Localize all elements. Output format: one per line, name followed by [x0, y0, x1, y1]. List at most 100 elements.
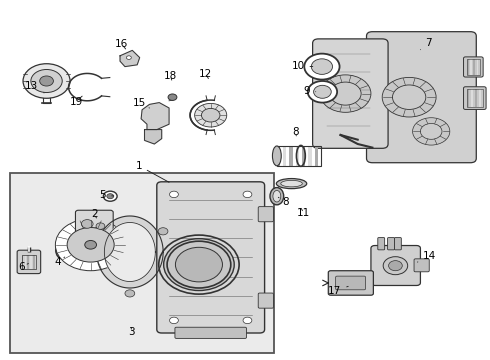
Bar — [473, 59, 475, 75]
Text: 1: 1 — [135, 161, 169, 182]
Circle shape — [31, 69, 62, 93]
Ellipse shape — [272, 146, 281, 166]
Circle shape — [85, 240, 97, 249]
Bar — [22, 255, 23, 269]
FancyBboxPatch shape — [464, 57, 483, 77]
Bar — [467, 59, 468, 75]
Circle shape — [392, 85, 426, 109]
Circle shape — [96, 223, 105, 229]
Ellipse shape — [273, 190, 281, 202]
Circle shape — [201, 108, 220, 122]
Bar — [479, 89, 481, 107]
FancyBboxPatch shape — [464, 87, 486, 109]
Circle shape — [413, 118, 450, 145]
Polygon shape — [97, 216, 163, 288]
Circle shape — [389, 261, 402, 271]
Ellipse shape — [270, 188, 284, 205]
FancyBboxPatch shape — [258, 207, 273, 222]
FancyBboxPatch shape — [17, 250, 41, 274]
Text: 11: 11 — [297, 208, 311, 218]
Circle shape — [420, 123, 442, 139]
Bar — [290, 146, 293, 166]
FancyBboxPatch shape — [414, 259, 429, 272]
Bar — [315, 146, 318, 166]
Bar — [27, 255, 29, 269]
Text: 8: 8 — [292, 127, 299, 138]
Circle shape — [170, 317, 178, 324]
FancyBboxPatch shape — [258, 293, 273, 308]
Circle shape — [243, 317, 252, 324]
Bar — [296, 146, 299, 166]
Circle shape — [308, 81, 337, 103]
Text: 9: 9 — [303, 86, 316, 96]
Bar — [30, 255, 32, 269]
FancyBboxPatch shape — [367, 32, 476, 163]
Bar — [467, 89, 483, 107]
Bar — [476, 59, 478, 75]
Text: 6: 6 — [18, 262, 28, 272]
Bar — [470, 59, 472, 75]
Text: 8: 8 — [278, 197, 289, 207]
Text: 18: 18 — [164, 71, 177, 81]
Bar — [471, 89, 473, 107]
FancyBboxPatch shape — [75, 210, 113, 238]
Circle shape — [195, 103, 227, 127]
Text: 2: 2 — [91, 209, 98, 219]
Text: 10: 10 — [292, 61, 313, 71]
FancyBboxPatch shape — [313, 39, 388, 148]
FancyBboxPatch shape — [388, 238, 394, 250]
Circle shape — [311, 59, 333, 75]
Ellipse shape — [281, 180, 302, 187]
Circle shape — [383, 257, 408, 275]
Circle shape — [55, 219, 126, 271]
Bar — [467, 59, 480, 75]
FancyBboxPatch shape — [157, 182, 265, 333]
Circle shape — [23, 64, 70, 98]
FancyBboxPatch shape — [394, 238, 401, 250]
Text: 4: 4 — [54, 257, 65, 267]
Circle shape — [126, 56, 131, 59]
Bar — [283, 146, 286, 166]
Bar — [33, 255, 35, 269]
Text: 14: 14 — [417, 251, 437, 262]
Bar — [277, 146, 280, 166]
Text: 12: 12 — [199, 69, 213, 79]
Bar — [467, 89, 469, 107]
Polygon shape — [104, 222, 155, 282]
Polygon shape — [120, 50, 140, 67]
Bar — [475, 89, 477, 107]
Text: 17: 17 — [328, 286, 348, 296]
Bar — [277, 146, 321, 166]
Text: 13: 13 — [25, 81, 44, 93]
Circle shape — [40, 76, 53, 86]
Ellipse shape — [58, 244, 67, 257]
Circle shape — [330, 82, 361, 105]
Circle shape — [382, 77, 436, 117]
Circle shape — [81, 220, 93, 228]
Circle shape — [170, 191, 178, 198]
Circle shape — [320, 75, 371, 112]
Text: 5: 5 — [99, 190, 114, 200]
Text: 7: 7 — [420, 38, 432, 50]
Circle shape — [304, 54, 340, 80]
Circle shape — [175, 247, 222, 282]
Circle shape — [314, 85, 331, 98]
Text: 15: 15 — [133, 98, 149, 108]
Circle shape — [243, 191, 252, 198]
Bar — [24, 255, 26, 269]
Bar — [22, 255, 36, 269]
Bar — [308, 146, 312, 166]
Polygon shape — [141, 103, 169, 130]
Text: 19: 19 — [69, 96, 83, 107]
Circle shape — [164, 239, 234, 291]
Circle shape — [92, 228, 101, 235]
Bar — [302, 146, 305, 166]
Circle shape — [168, 94, 177, 100]
FancyBboxPatch shape — [328, 271, 373, 295]
Text: 3: 3 — [128, 327, 135, 337]
Circle shape — [125, 290, 135, 297]
FancyBboxPatch shape — [175, 327, 246, 338]
Polygon shape — [145, 130, 162, 144]
FancyBboxPatch shape — [371, 246, 420, 285]
Ellipse shape — [276, 179, 307, 189]
